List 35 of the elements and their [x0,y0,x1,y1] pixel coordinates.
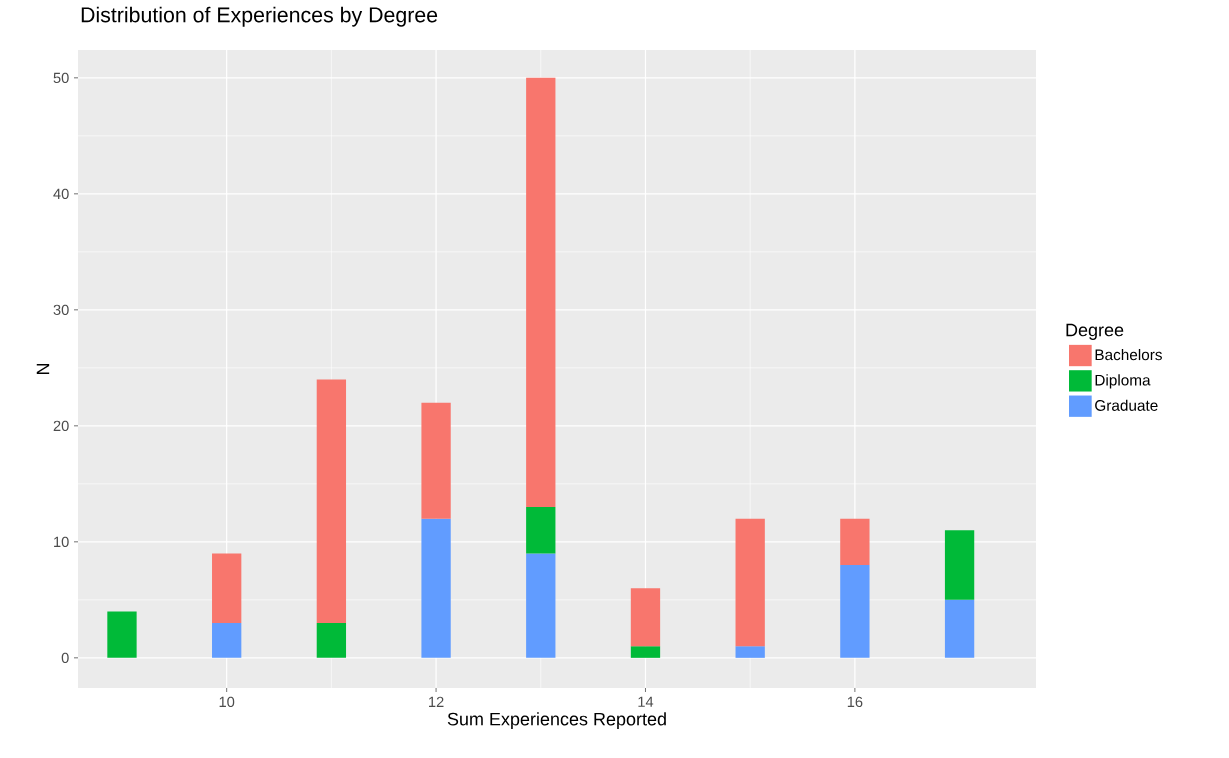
chart-title: Distribution of Experiences by Degree [81,6,438,27]
bar [735,646,765,658]
bar [630,588,661,647]
bar [944,599,975,658]
y-tick-label: 20 [53,420,69,432]
y-tick-label: 30 [53,304,69,316]
bar [526,507,556,554]
bar [316,379,347,624]
bar [840,518,870,566]
y-tick-label: 50 [53,72,69,84]
bar [212,553,242,624]
bar [526,553,556,658]
legend-label: Graduate [1095,399,1158,411]
x-tick-label: 14 [638,696,654,707]
legend-label: Diploma [1095,374,1151,389]
y-tick-label: 10 [54,536,69,548]
bar [212,623,242,658]
bar [316,623,347,658]
bar [107,611,137,658]
y-tick-label: 40 [53,188,69,200]
x-tick-label: 10 [219,696,235,708]
bar [944,530,975,600]
x-axis-title: Sum Experiences Reported [447,712,666,730]
y-axis-title: N [36,363,50,375]
bar [421,402,451,519]
legend-title: Degree [1066,323,1124,340]
bar [735,518,765,647]
bar [840,565,870,658]
x-tick-label: 12 [429,696,444,707]
legend-label: Bachelors [1095,348,1162,361]
y-tick-label: 0 [61,652,69,664]
bar [421,518,451,658]
x-tick-label: 16 [847,696,863,708]
bar [630,646,661,658]
bar [526,77,556,508]
